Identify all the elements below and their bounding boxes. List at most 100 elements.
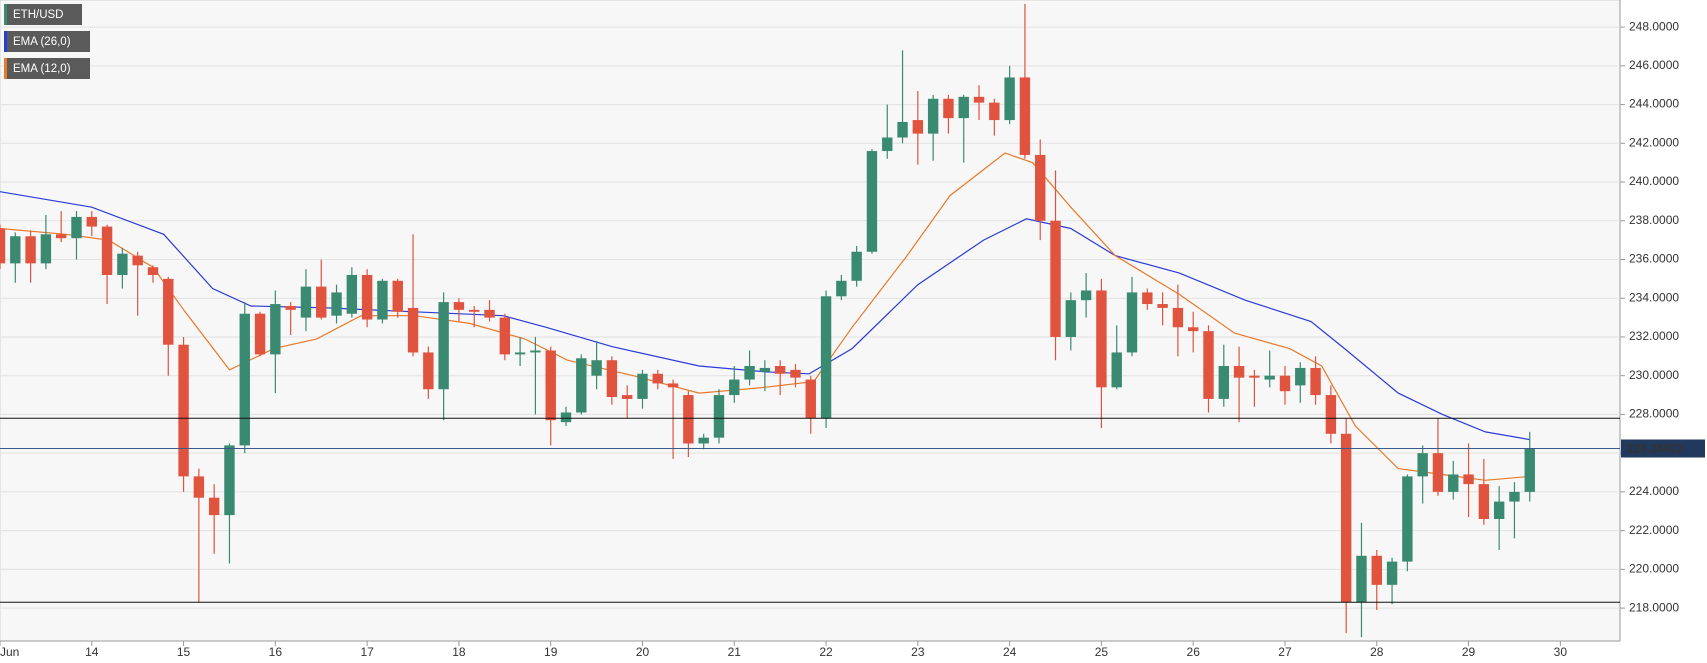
y-tick-label: 224.0000 (1629, 484, 1679, 498)
candle-body (392, 280, 403, 312)
candle-body (1019, 77, 1031, 155)
y-tick-label: 240.0000 (1629, 174, 1679, 188)
candle-body (1478, 484, 1490, 519)
candle-body (912, 120, 924, 134)
y-tick-label: 246.0000 (1629, 58, 1679, 72)
x-tick-label: 27 (1278, 645, 1292, 659)
legend: ETH/USD EMA (26,0) EMA (12,0) (4, 4, 90, 79)
candle-body (316, 286, 327, 318)
candle-body (1111, 352, 1122, 388)
candle-body (545, 350, 556, 421)
legend-swatch (4, 58, 7, 79)
legend-label: EMA (12,0) (13, 63, 71, 75)
candle-body (882, 137, 893, 152)
candle-body (514, 352, 526, 355)
x-tick-label: 20 (636, 645, 650, 659)
candle-body (1233, 366, 1245, 378)
candle-body (927, 98, 939, 134)
candle-body (1050, 220, 1061, 337)
candle-body (1524, 448, 1535, 492)
candle-body (10, 236, 21, 264)
candle-body (1188, 327, 1199, 332)
candle-body (1493, 501, 1505, 519)
x-tick-label: 16 (269, 645, 283, 659)
y-tick-label: 230.0000 (1629, 368, 1679, 382)
candle-body (1325, 395, 1337, 434)
candle-body (438, 302, 449, 390)
legend-box (4, 4, 82, 25)
legend-box (4, 58, 90, 79)
candle-body (55, 234, 67, 239)
candle-body (484, 309, 495, 318)
y-tick-label: 242.0000 (1629, 135, 1679, 149)
candle-body (1004, 77, 1015, 121)
candle-body (254, 313, 266, 355)
candle-body (958, 96, 969, 119)
x-tick-label: 26 (1187, 645, 1201, 659)
legend-label: ETH/USD (13, 9, 63, 21)
candle-body (698, 437, 709, 444)
y-tick-label: 238.0000 (1629, 213, 1679, 227)
x-tick-label: 22 (819, 645, 833, 659)
candle-body (1295, 367, 1306, 386)
y-axis-panel (1620, 0, 1707, 663)
candle-body (530, 350, 541, 353)
x-tick-label: 18 (452, 645, 466, 659)
x-tick-label: 25 (1095, 645, 1109, 659)
x-tick-label: 24 (1003, 645, 1017, 659)
y-tick-label: 222.0000 (1629, 523, 1679, 537)
candle-body (713, 395, 725, 438)
candle-body (774, 366, 786, 374)
candle-body (285, 305, 296, 310)
x-tick-label: 19 (544, 645, 558, 659)
candle-body (1126, 292, 1138, 353)
legend-swatch (4, 4, 7, 25)
y-tick-label: 228.0000 (1629, 407, 1679, 421)
candle-body (621, 395, 633, 399)
candle-body (300, 286, 312, 318)
candle-body (973, 96, 985, 103)
candle-body (1080, 290, 1092, 301)
candle-body (423, 352, 434, 390)
candle-body (86, 216, 97, 227)
y-tick-label: 248.0000 (1629, 19, 1679, 33)
candle-body (729, 379, 740, 396)
candle-body (117, 253, 128, 275)
candle-body (1417, 453, 1428, 477)
candle-body (943, 98, 954, 119)
candle-body (178, 344, 189, 477)
candle-body (989, 102, 1000, 121)
candle-body (1371, 555, 1382, 585)
y-tick-label: 236.0000 (1629, 252, 1679, 266)
candle-body (637, 373, 648, 399)
candle-body (652, 373, 663, 384)
candle-body (407, 307, 419, 353)
candle-body (193, 476, 205, 498)
y-tick-label: 234.0000 (1629, 290, 1679, 304)
y-tick-label: 218.0000 (1629, 600, 1679, 614)
candle-body (683, 395, 694, 444)
candle-body (25, 236, 36, 264)
candle-body (331, 292, 342, 316)
y-tick-label: 220.0000 (1629, 562, 1679, 576)
candle-body (1432, 453, 1444, 492)
x-tick-label: 15 (177, 645, 191, 659)
candle-body (377, 280, 388, 320)
candle-body (147, 267, 159, 275)
last-price-label: 226.24022 (1627, 442, 1684, 456)
x-tick-label: Jun (0, 645, 19, 659)
candle-body (499, 317, 511, 355)
x-tick-label: 17 (360, 645, 374, 659)
candle-body (208, 497, 220, 516)
candle-body (0, 228, 6, 264)
candle-body (469, 309, 480, 312)
candle-body (40, 234, 52, 264)
candle-body (1172, 307, 1184, 328)
candle-body (101, 226, 113, 275)
candle-body (836, 280, 847, 297)
x-tick-label: 29 (1462, 645, 1476, 659)
candle-body (224, 445, 235, 516)
candle-body (1264, 375, 1275, 380)
candle-body (744, 366, 755, 380)
